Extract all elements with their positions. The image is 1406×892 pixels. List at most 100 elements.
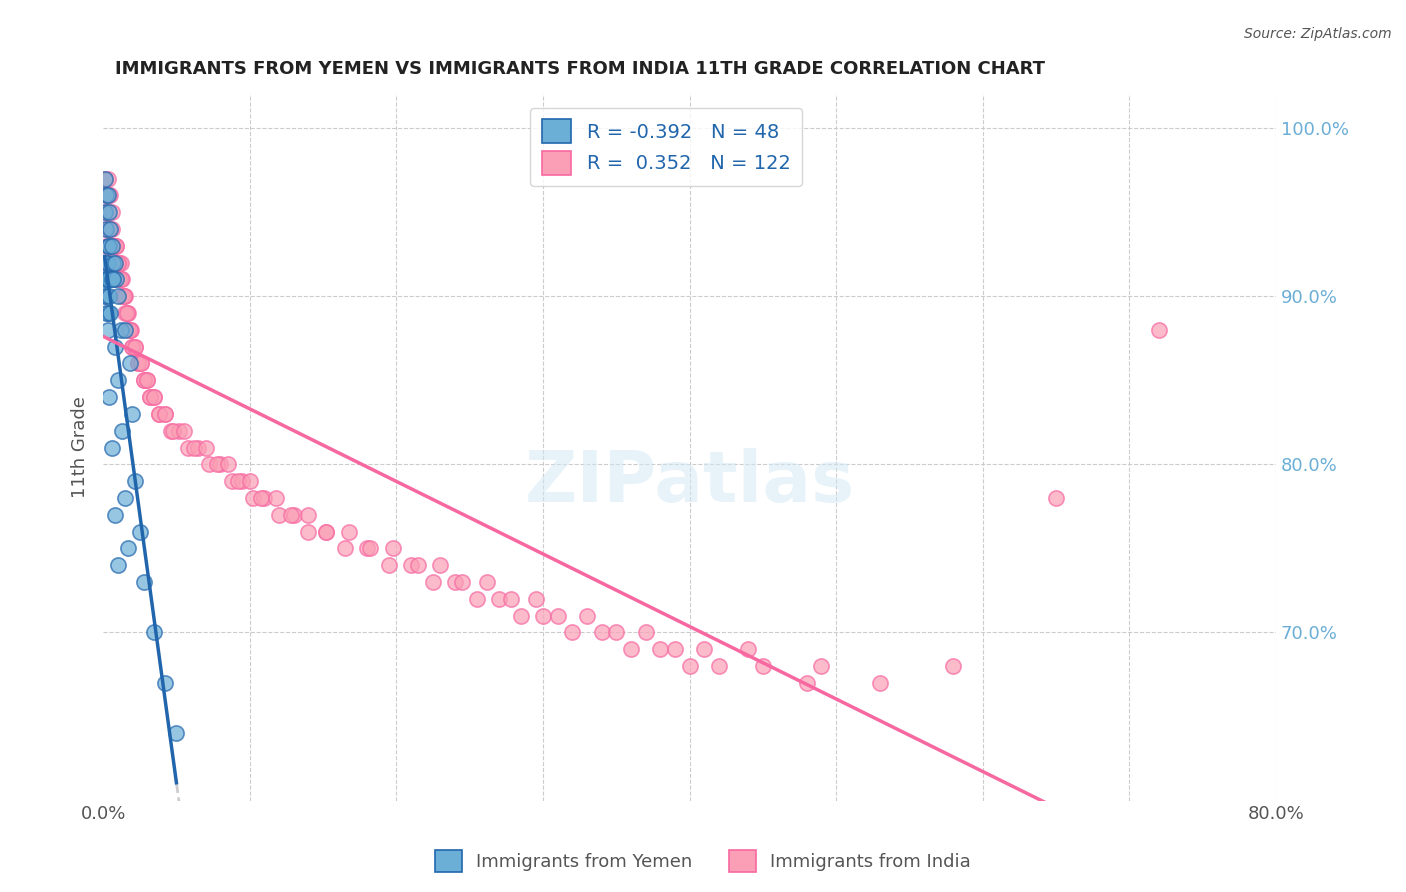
Point [253,491,276,505]
Point [297,508,319,522]
Point [242,491,264,505]
Point [98,205,121,219]
Point [100,222,122,236]
Point [105,272,128,286]
Point [96,323,118,337]
Point [111,289,134,303]
Point [101,222,124,236]
Text: ZIPatlas: ZIPatlas [524,449,855,517]
Point [110,255,132,269]
Point [591,625,613,640]
Point [382,541,405,556]
Point [100,272,122,286]
Point [575,608,598,623]
Point [96,205,118,219]
Point [129,356,152,370]
Point [250,491,273,505]
Point [101,272,124,286]
Point [136,373,159,387]
Point [139,390,162,404]
Point [96,188,118,202]
Point [94,306,117,320]
Point [108,272,131,286]
Point [239,474,262,488]
Point [359,541,381,556]
Point [94,222,117,236]
Point [707,659,730,673]
Point [187,441,209,455]
Point [315,524,337,539]
Point [283,508,305,522]
Point [650,642,672,657]
Point [134,373,156,387]
Point [177,441,200,455]
Point [93,171,115,186]
Point [94,289,117,303]
Point [112,289,135,303]
Point [98,239,121,253]
Point [115,306,138,320]
Point [159,424,181,438]
Point [94,222,117,236]
Point [524,591,547,606]
Point [93,272,115,286]
Point [104,255,127,269]
Point [148,407,170,421]
Point [110,323,132,337]
Point [114,323,136,337]
Point [499,591,522,606]
Point [153,676,176,690]
Point [280,508,302,522]
Point [510,608,533,623]
Point [408,558,430,573]
Point [810,659,832,673]
Point [620,642,643,657]
Point [162,424,184,438]
Point [94,255,117,269]
Point [114,491,136,505]
Point [221,474,243,488]
Point [98,188,121,202]
Point [107,373,129,387]
Point [94,188,117,202]
Point [194,441,217,455]
Point [107,289,129,303]
Point [94,239,117,253]
Point [107,558,129,573]
Point [96,171,118,186]
Point [488,591,510,606]
Point [531,608,554,623]
Point [129,356,152,370]
Point [752,659,775,673]
Point [111,424,134,438]
Point [96,239,118,253]
Point [120,323,142,337]
Text: IMMIGRANTS FROM YEMEN VS IMMIGRANTS FROM INDIA 11TH GRADE CORRELATION CHART: IMMIGRANTS FROM YEMEN VS IMMIGRANTS FROM… [115,60,1045,78]
Point [451,575,474,590]
Point [356,541,378,556]
Point [139,390,162,404]
Point [110,272,132,286]
Point [108,255,131,269]
Point [297,524,319,539]
Point [98,289,121,303]
Point [197,458,219,472]
Point [112,289,135,303]
Point [104,239,127,253]
Point [422,575,444,590]
Point [165,726,187,740]
Point [226,474,249,488]
Point [153,407,176,421]
Point [104,508,127,522]
Point [143,390,166,404]
Point [98,390,121,404]
Point [127,356,149,370]
Point [173,424,195,438]
Point [93,289,115,303]
Point [107,255,129,269]
Point [399,558,422,573]
Point [96,272,118,286]
Point [121,340,143,354]
Point [118,323,141,337]
Point [93,171,115,186]
